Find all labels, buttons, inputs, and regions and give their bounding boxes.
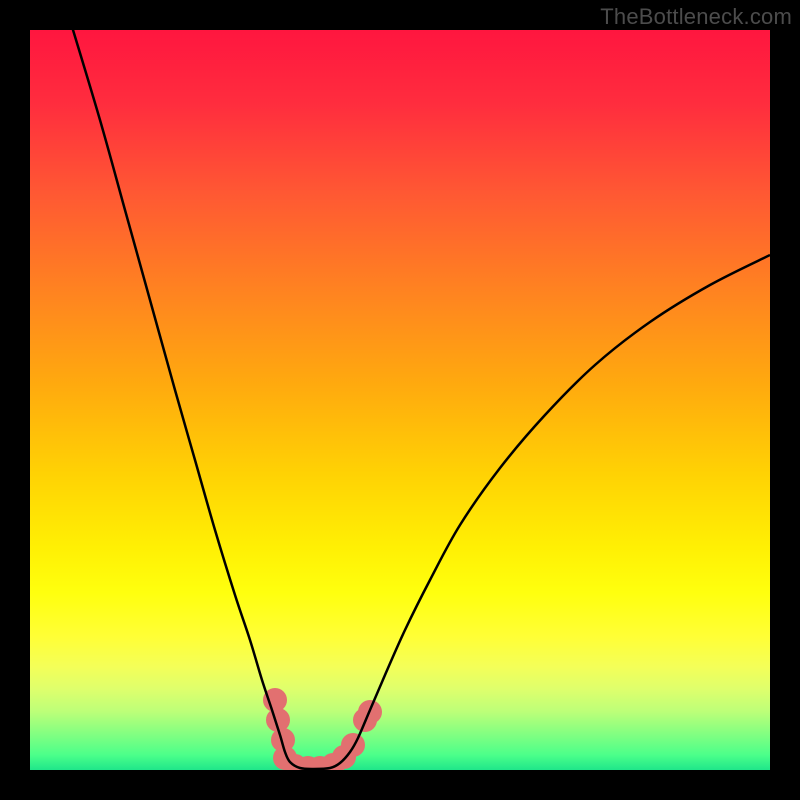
chart-svg bbox=[0, 0, 800, 800]
watermark-text: TheBottleneck.com bbox=[600, 4, 792, 30]
chart-frame: TheBottleneck.com bbox=[0, 0, 800, 800]
gradient-background bbox=[30, 30, 770, 770]
